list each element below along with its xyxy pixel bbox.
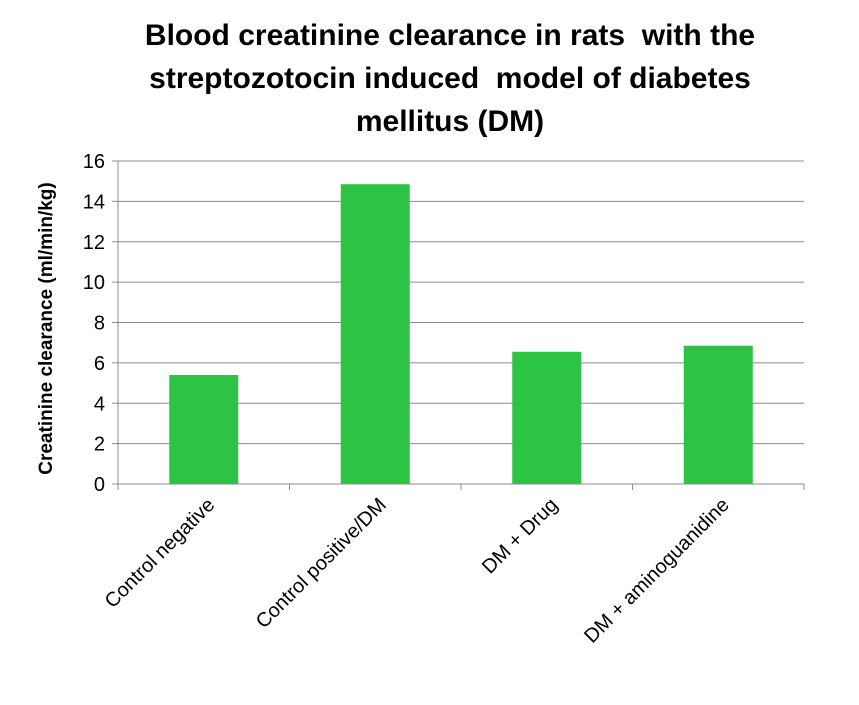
chart-title-line: streptozotocin induced model of diabetes <box>149 62 751 95</box>
chart-title: Blood creatinine clearance in rats with … <box>60 14 840 143</box>
y-tick-label: 2 <box>94 434 105 456</box>
y-tick-label: 12 <box>83 232 105 254</box>
y-tick-label: 6 <box>94 353 105 375</box>
x-category-label: DM + aminoguanidine <box>580 494 734 648</box>
y-tick-label: 14 <box>83 191 105 213</box>
bar <box>683 345 753 484</box>
y-tick-label: 10 <box>83 272 105 294</box>
y-tick-label: 4 <box>94 393 105 415</box>
y-axis-title: Creatinine clearance (ml/min/kg) <box>36 182 57 475</box>
chart-title-line: mellitus (DM) <box>355 105 545 138</box>
bar <box>340 184 410 484</box>
bar <box>512 351 582 484</box>
y-tick-label: 0 <box>94 474 105 496</box>
bar <box>169 374 239 484</box>
chart-title-line: Blood creatinine clearance in rats with … <box>144 19 756 52</box>
x-category-label: Control positive/DM <box>252 494 391 633</box>
x-category-label: Control negative <box>101 494 220 613</box>
y-tick-label: 8 <box>94 313 105 335</box>
x-category-label: DM + Drug <box>478 494 562 578</box>
y-tick-label: 16 <box>83 151 105 173</box>
